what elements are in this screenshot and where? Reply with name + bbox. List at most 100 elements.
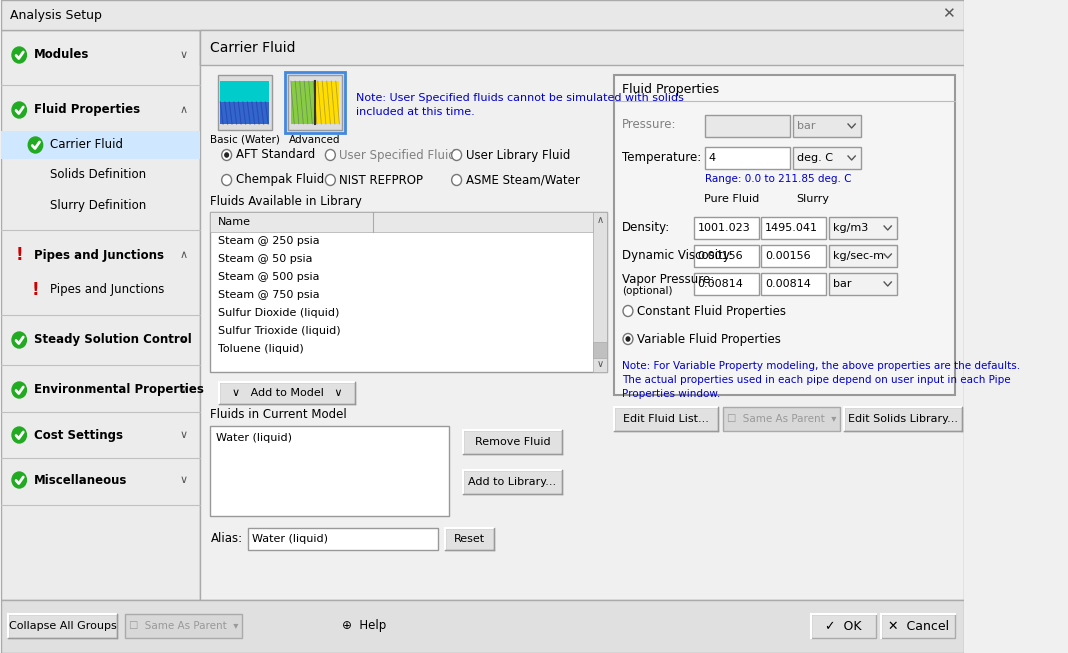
Text: 1495.041: 1495.041 (765, 223, 818, 233)
Text: Steady Solution Control: Steady Solution Control (34, 334, 191, 347)
Bar (462, 470, 562, 494)
Text: bar: bar (797, 121, 815, 131)
Text: Range: 0.0 to 211.85 deg. C: Range: 0.0 to 211.85 deg. C (705, 174, 851, 184)
Bar (881, 614, 956, 638)
Text: !: ! (32, 281, 40, 299)
Text: Edit Solids Library...: Edit Solids Library... (848, 414, 958, 424)
Bar (125, 614, 242, 638)
Bar (1, 131, 200, 159)
Text: Note: For Variable Property modeling, the above properties are the defaults.
The: Note: For Variable Property modeling, th… (622, 361, 1020, 399)
Text: ✓  OK: ✓ OK (826, 620, 862, 633)
Text: Constant Fluid Properties: Constant Fluid Properties (637, 304, 786, 317)
Text: Dynamic Viscosity:: Dynamic Viscosity: (622, 249, 733, 261)
Bar (794, 147, 861, 169)
Text: Density:: Density: (622, 221, 670, 234)
Text: Water (liquid): Water (liquid) (252, 534, 328, 544)
Text: Alias:: Alias: (210, 532, 242, 545)
Bar (220, 81, 269, 102)
Circle shape (222, 150, 232, 161)
Bar (705, 147, 790, 169)
Bar (220, 81, 269, 124)
Bar (285, 72, 345, 133)
Text: ∧: ∧ (596, 215, 603, 225)
Bar (290, 81, 315, 124)
Text: Chempak Fluid: Chempak Fluid (236, 174, 324, 187)
Text: Advanced: Advanced (289, 135, 341, 145)
Circle shape (12, 47, 27, 63)
Circle shape (626, 336, 630, 342)
Bar (462, 430, 562, 454)
Text: ∨   Add to Model   ∨: ∨ Add to Model ∨ (232, 388, 343, 398)
Circle shape (28, 137, 43, 153)
Text: Vapor Pressure:: Vapor Pressure: (622, 272, 713, 285)
Bar (593, 342, 608, 358)
Text: AFT Standard: AFT Standard (236, 148, 315, 161)
Bar (694, 273, 758, 295)
Bar (219, 382, 355, 404)
Text: Pure Fluid: Pure Fluid (704, 194, 759, 204)
Bar (200, 30, 964, 65)
Bar (761, 217, 827, 239)
Text: Fluid Properties: Fluid Properties (622, 82, 719, 95)
Circle shape (326, 174, 335, 185)
Text: ☐  Same As Parent  ▾: ☐ Same As Parent ▾ (726, 414, 836, 424)
Text: ∧: ∧ (179, 105, 187, 115)
Bar (614, 75, 956, 395)
Circle shape (12, 382, 27, 398)
Circle shape (452, 150, 461, 161)
Bar (315, 81, 340, 124)
Text: Steam @ 250 psia: Steam @ 250 psia (218, 236, 319, 246)
Text: Carrier Fluid: Carrier Fluid (50, 138, 123, 151)
Bar (200, 30, 964, 600)
Text: Analysis Setup: Analysis Setup (11, 8, 103, 22)
Bar (210, 212, 593, 232)
Circle shape (222, 174, 232, 185)
Bar (210, 212, 608, 372)
Text: Fluids Available in Library: Fluids Available in Library (210, 195, 362, 208)
Text: ∧: ∧ (179, 250, 187, 260)
Text: kg/m3: kg/m3 (833, 223, 868, 233)
Text: Cost Settings: Cost Settings (34, 428, 123, 441)
Bar (218, 75, 271, 130)
Text: 0.00814: 0.00814 (765, 279, 811, 289)
Text: Modules: Modules (34, 48, 89, 61)
Circle shape (12, 102, 27, 118)
Text: Water (liquid): Water (liquid) (216, 433, 292, 443)
Text: Slurry Definition: Slurry Definition (50, 199, 146, 212)
Text: Basic (Water): Basic (Water) (209, 135, 280, 145)
Text: User Specified Fluid: User Specified Fluid (340, 148, 456, 161)
Text: bar: bar (833, 279, 851, 289)
Text: Environmental Properties: Environmental Properties (34, 383, 204, 396)
Bar (445, 528, 494, 550)
Bar (1, 600, 964, 653)
Text: Note: User Specified fluids cannot be simulated with solids
included at this tim: Note: User Specified fluids cannot be si… (356, 93, 684, 117)
Circle shape (12, 427, 27, 443)
Text: ✕: ✕ (942, 7, 955, 22)
Text: Sulfur Dioxide (liquid): Sulfur Dioxide (liquid) (218, 308, 339, 318)
Text: Pipes and Junctions: Pipes and Junctions (34, 249, 163, 261)
Text: User Library Fluid: User Library Fluid (466, 148, 570, 161)
Text: ASME Steam/Water: ASME Steam/Water (466, 174, 580, 187)
Bar (1, 0, 964, 30)
Text: ☐  Same As Parent  ▾: ☐ Same As Parent ▾ (128, 621, 238, 631)
Text: Variable Fluid Properties: Variable Fluid Properties (637, 332, 781, 345)
Text: Sulfur Trioxide (liquid): Sulfur Trioxide (liquid) (218, 326, 341, 336)
Text: Fluid Properties: Fluid Properties (34, 103, 140, 116)
Bar (794, 115, 861, 137)
Bar (761, 273, 827, 295)
Bar (1, 30, 200, 600)
Bar (288, 75, 342, 130)
Text: ⊕  Help: ⊕ Help (342, 620, 387, 633)
Text: NIST REFPROP: NIST REFPROP (340, 174, 423, 187)
Bar (1, 600, 964, 601)
Text: !: ! (15, 246, 23, 264)
Text: Solids Definition: Solids Definition (50, 168, 146, 182)
Text: Pressure:: Pressure: (622, 118, 676, 131)
Circle shape (623, 306, 633, 317)
Text: Remove Fluid: Remove Fluid (474, 437, 550, 447)
Text: 0.00156: 0.00156 (697, 251, 743, 261)
Circle shape (452, 174, 461, 185)
Text: ∨: ∨ (179, 50, 187, 60)
Bar (845, 407, 961, 431)
Bar (210, 426, 450, 516)
